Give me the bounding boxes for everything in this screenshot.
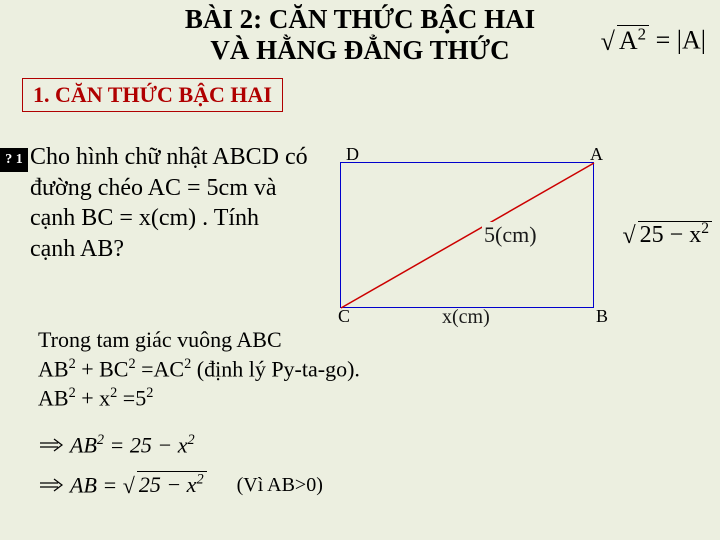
sqrt-icon: √25 − x2 [622, 220, 712, 249]
impl2-text: AB = √25 − x2 [70, 472, 207, 498]
implication-2: AB = √25 − x2 (Vì AB>0) [38, 472, 323, 498]
section-heading: 1. CĂN THỨC BẬC HAI [22, 78, 283, 112]
solution-block: Trong tam giác vuông ABC AB2 + BC2 =AC2 … [38, 326, 360, 412]
question-marker: ? 1 [0, 148, 28, 172]
base-length-label: x(cm) [442, 306, 490, 329]
problem-statement: Cho hình chữ nhật ABCD có đường chéo AC … [30, 142, 310, 265]
implication-1: AB2 = 25 − x2 [38, 432, 195, 458]
vertex-label-d: D [346, 144, 359, 165]
implies-icon [38, 478, 64, 492]
solution-line-1: Trong tam giác vuông ABC [38, 326, 360, 355]
rectangle-shape [340, 162, 594, 308]
rectangle-figure: D A C B 5(cm) x(cm) [332, 152, 602, 314]
solution-line-3: AB2 + x2 =52 [38, 384, 360, 413]
abs-text: |A| [677, 26, 706, 55]
vertex-label-a: A [590, 144, 603, 165]
vertex-label-b: B [596, 306, 608, 327]
diagonal-length-label: 5(cm) [482, 222, 539, 248]
implies-icon [38, 438, 64, 452]
sqrt-icon: √25 − x2 [123, 472, 207, 498]
sqrt-icon: √A2 [601, 24, 650, 56]
side-formula: √25 − x2 [622, 220, 712, 249]
vertex-label-c: C [338, 306, 350, 327]
equals-text: = [656, 26, 677, 55]
identity-formula: √A2 = |A| [601, 24, 706, 56]
condition-note: (Vì AB>0) [237, 474, 323, 497]
impl1-text: AB2 = 25 − x2 [70, 432, 195, 458]
solution-line-2: AB2 + BC2 =AC2 (định lý Py-ta-go). [38, 355, 360, 384]
